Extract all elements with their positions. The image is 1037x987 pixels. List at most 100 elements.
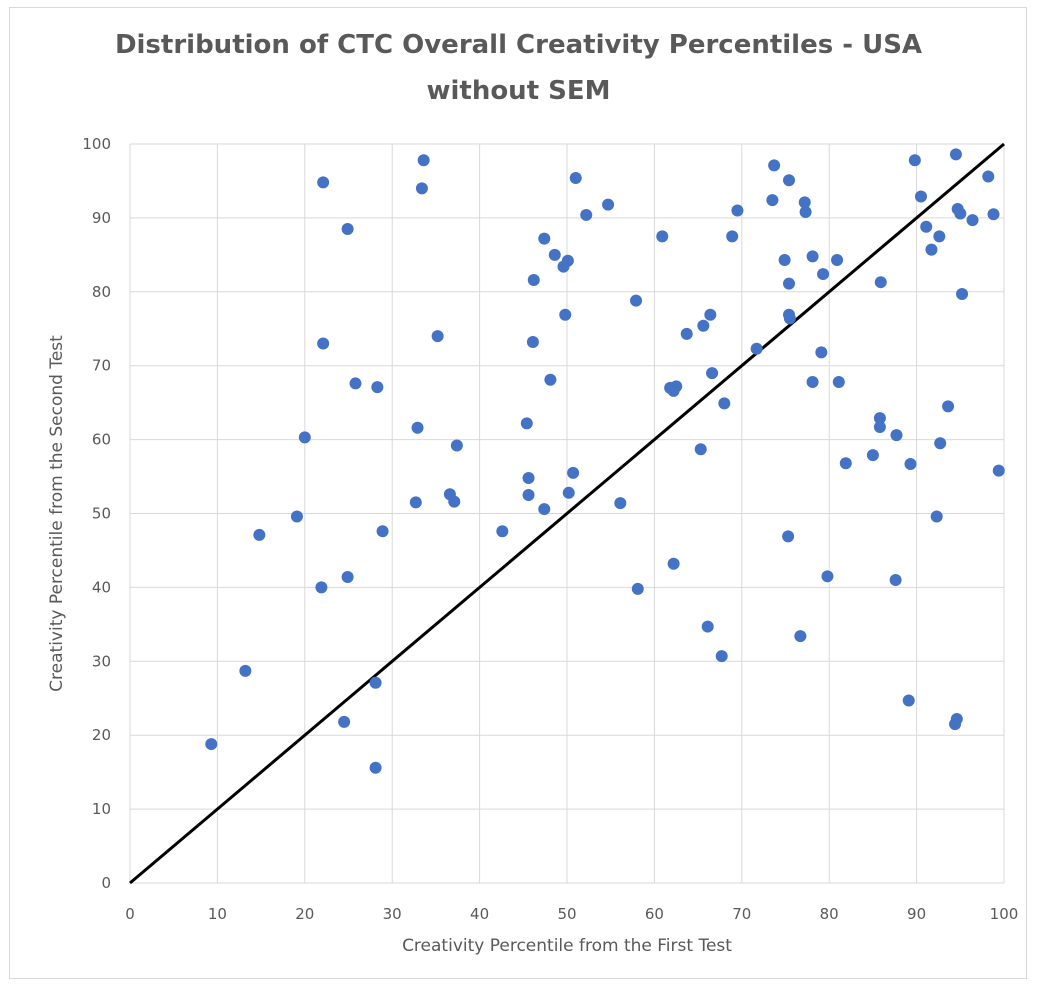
data-point [522,489,535,502]
data-point [831,254,844,267]
x-tick-label: 30 [383,905,402,923]
data-point [697,319,710,332]
data-point [349,377,362,390]
data-point [630,294,643,307]
data-point [680,327,693,340]
data-point [925,243,938,256]
data-point [317,176,330,189]
y-tick-label: 20 [92,726,111,744]
data-point [376,525,389,538]
data-point [889,574,902,587]
data-point [731,204,744,217]
y-tick-label: 10 [92,800,111,818]
data-point [409,496,422,509]
data-point [794,630,807,643]
data-point [890,429,903,442]
y-tick-label: 40 [92,578,111,596]
y-tick-label: 60 [92,431,111,449]
data-point [782,174,795,187]
data-point [798,196,811,209]
data-point [239,664,252,677]
data-point [706,367,719,380]
data-point [992,464,1005,477]
chart-title-line-1: Distribution of CTC Overall Creativity P… [114,30,923,60]
data-point [527,273,540,286]
data-point [817,268,830,281]
y-axis-title: Creativity Percentile from the Second Te… [47,335,67,692]
data-point [448,495,461,508]
data-point [569,171,582,184]
data-point [750,342,763,355]
data-point [873,421,886,434]
data-point [253,528,266,541]
data-point [950,712,963,725]
data-point [799,205,812,218]
data-point [904,457,917,470]
chart-title-line-2: without SEM [426,76,611,106]
x-tick-label: 100 [990,905,1019,923]
data-point [580,208,593,221]
data-point [205,738,218,751]
data-point [956,288,969,301]
data-point [902,694,915,707]
x-tick-label: 90 [907,905,926,923]
data-point [782,277,795,290]
data-point [631,582,644,595]
data-point [526,336,539,349]
data-point [806,375,819,388]
y-tick-label: 100 [82,135,111,153]
reference-line [129,142,1005,885]
x-tick-label: 40 [470,905,489,923]
data-point [538,232,551,245]
data-point [782,530,795,543]
data-point [614,497,627,510]
data-point [839,457,852,470]
data-point [982,170,995,183]
data-point [520,417,533,430]
y-tick-label: 80 [92,283,111,301]
data-point [602,198,615,211]
data-point [315,581,328,594]
data-point [415,182,428,195]
x-axis-title: Creativity Percentile from the First Tes… [402,936,732,956]
data-point [567,466,580,479]
chart-frame [9,7,1027,979]
data-point [832,375,845,388]
data-point [874,276,887,289]
data-point [371,381,384,394]
y-tick-label: 30 [92,652,111,670]
data-point [561,254,574,267]
data-point [934,437,947,450]
x-tick-label: 0 [125,905,135,923]
data-point [522,472,535,485]
data-point [783,312,796,325]
data-point [966,214,979,227]
data-point [694,443,707,456]
x-tick-label: 60 [645,905,664,923]
data-point [806,250,819,263]
x-tick-label: 70 [732,905,751,923]
chart-title: Distribution of CTC Overall Creativity P… [0,22,1037,114]
data-point [821,570,834,583]
data-point [496,525,509,538]
data-point [544,373,557,386]
data-point [667,557,680,570]
data-point [559,308,572,321]
data-point [920,220,933,233]
data-point [954,207,967,220]
data-point [942,400,955,413]
data-point [933,230,946,243]
data-point [338,715,351,728]
data-point [298,431,311,444]
data-point [656,230,669,243]
data-point [290,510,303,523]
data-point [766,194,779,207]
data-point [431,330,444,343]
data-point [908,154,921,167]
data-point [715,650,728,663]
data-point [341,222,354,235]
data-point [341,571,354,584]
data-point [548,248,561,261]
data-point [768,159,781,172]
